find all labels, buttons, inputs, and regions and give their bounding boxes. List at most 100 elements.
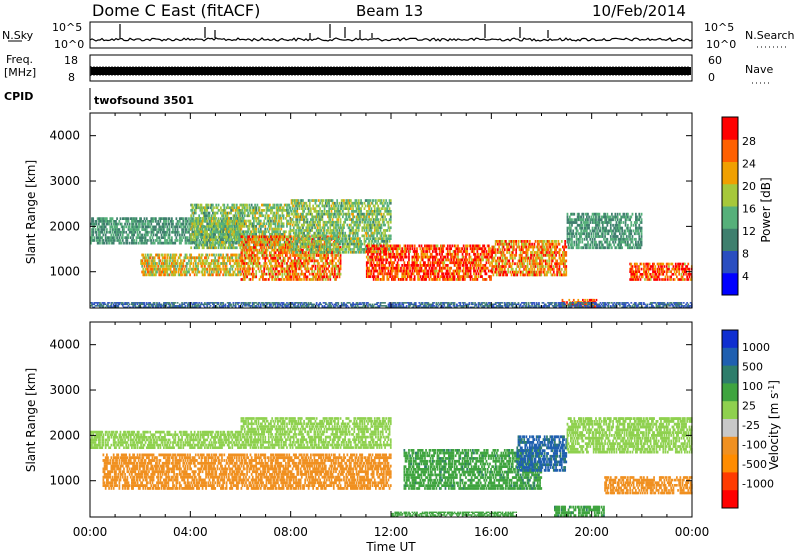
heatmap-cell <box>255 264 258 268</box>
heatmap-cell <box>169 256 172 260</box>
heatmap-cell <box>267 225 270 228</box>
heatmap-cell <box>173 225 175 229</box>
heatmap-cell <box>261 264 263 268</box>
heatmap-cell <box>248 251 251 255</box>
heatmap-cell <box>396 269 399 273</box>
heatmap-cell <box>196 235 198 239</box>
heatmap-cell <box>224 219 227 223</box>
heatmap-cell <box>299 238 302 241</box>
heatmap-cell <box>369 199 372 202</box>
heatmap-cell <box>231 225 234 228</box>
heatmap-cell <box>314 215 317 219</box>
heatmap-cell <box>222 259 225 263</box>
heatmap-cell <box>141 222 144 226</box>
heatmap-cell <box>324 199 327 202</box>
heatmap-cell <box>324 240 327 243</box>
heatmap-cell <box>217 222 220 226</box>
heatmap-cell <box>173 267 175 271</box>
heatmap-cell <box>173 270 175 274</box>
heatmap-cell <box>305 278 308 281</box>
heatmap-cell <box>206 253 209 257</box>
heatmap-cell <box>286 238 288 241</box>
heatmap-cell <box>313 226 316 230</box>
heatmap-cell <box>263 262 266 265</box>
heatmap-cell <box>310 242 312 246</box>
heatmap-cell <box>200 253 203 257</box>
heatmap-cell <box>319 207 321 210</box>
heatmap-cell <box>299 201 302 205</box>
heatmap-cell <box>228 227 230 231</box>
heatmap-cell <box>343 234 345 238</box>
heatmap-cell <box>305 204 308 208</box>
heatmap-cell <box>332 231 335 235</box>
heatmap-cell <box>379 237 382 240</box>
heatmap-cell <box>166 267 169 271</box>
heatmap-cell <box>150 230 153 234</box>
heatmap-cell <box>217 264 220 268</box>
heatmap-cell <box>209 219 212 223</box>
heatmap-cell <box>348 234 351 238</box>
heatmap-cell <box>192 235 195 239</box>
heatmap-cell <box>313 215 316 219</box>
heatmap-cell <box>109 239 112 242</box>
heatmap-cell <box>214 222 217 226</box>
heatmap-cell <box>94 230 97 234</box>
heatmap-cell <box>248 209 251 212</box>
heatmap-cell <box>156 222 158 226</box>
heatmap-cell <box>365 255 368 259</box>
heatmap-cell <box>136 225 139 229</box>
heatmap-cell <box>152 264 155 268</box>
heatmap-cell <box>193 246 196 250</box>
heatmap-cell <box>408 264 410 267</box>
heatmap-cell <box>339 231 342 235</box>
heatmap-cell <box>115 225 117 229</box>
heatmap-cell <box>198 214 201 218</box>
heatmap-cell <box>375 255 377 259</box>
heatmap-cell <box>380 240 383 243</box>
heatmap-cell <box>395 275 398 278</box>
heatmap-cell <box>272 227 275 231</box>
heatmap-cell <box>193 225 196 228</box>
heatmap-cell <box>297 223 300 227</box>
heatmap-cell <box>336 223 339 227</box>
heatmap-cell <box>320 242 323 246</box>
heatmap-cell <box>273 230 276 234</box>
heatmap-cell <box>283 270 286 273</box>
heatmap-cell <box>161 267 164 271</box>
heatmap-cell <box>279 203 282 207</box>
heatmap-cell <box>399 255 401 259</box>
heatmap-cell <box>292 259 295 263</box>
heatmap-cell <box>216 262 219 265</box>
heatmap-cell <box>258 219 261 223</box>
heatmap-cell <box>167 253 170 257</box>
heatmap-cell <box>387 237 390 240</box>
heatmap-cell <box>388 255 391 259</box>
heatmap-cell <box>172 228 174 231</box>
heatmap-cell <box>199 241 202 244</box>
heatmap-cell <box>308 237 311 240</box>
heatmap-cell <box>226 270 229 274</box>
heatmap-cell <box>353 223 356 227</box>
heatmap-cell <box>278 270 280 273</box>
heatmap-cell <box>280 264 283 268</box>
heatmap-cell <box>377 226 380 230</box>
heatmap-cell <box>291 272 294 276</box>
heatmap-cell <box>314 207 317 210</box>
heatmap-cell <box>327 248 329 251</box>
heatmap-cell <box>329 259 332 263</box>
heatmap-cell <box>316 270 319 273</box>
heatmap-cell <box>188 230 190 234</box>
heatmap-cell <box>320 199 323 202</box>
heatmap-cell <box>165 270 168 274</box>
heatmap-cell <box>228 233 230 237</box>
heatmap-cell <box>310 229 312 232</box>
heatmap-cell <box>307 254 310 257</box>
heatmap-cell <box>161 264 164 268</box>
heatmap-cell <box>365 244 368 248</box>
heatmap-cell <box>238 230 240 234</box>
heatmap-cell <box>286 206 288 210</box>
heatmap-cell <box>151 270 154 274</box>
heatmap-cell <box>299 218 302 221</box>
heatmap-cell <box>347 212 350 216</box>
heatmap-cell <box>376 269 378 273</box>
